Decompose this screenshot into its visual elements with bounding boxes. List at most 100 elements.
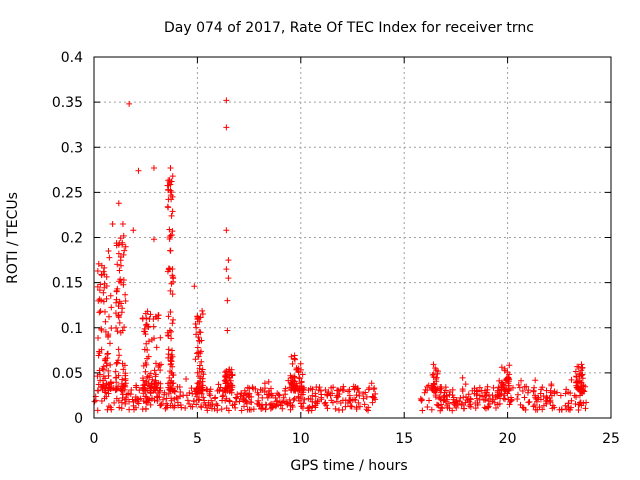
- data-point: [563, 386, 570, 393]
- data-point: [108, 406, 115, 413]
- data-point: [363, 393, 370, 400]
- data-point: [323, 402, 330, 409]
- data-point: [208, 397, 215, 404]
- data-point: [222, 376, 229, 383]
- data-point: [299, 371, 306, 378]
- data-point: [497, 395, 504, 402]
- data-point: [226, 366, 233, 373]
- data-point: [473, 391, 480, 398]
- data-point: [103, 283, 110, 290]
- data-point: [113, 386, 120, 393]
- data-point: [458, 400, 465, 407]
- data-point: [291, 395, 298, 402]
- data-point: [108, 304, 115, 311]
- data-point: [225, 257, 232, 264]
- data-point: [165, 313, 172, 320]
- data-point: [231, 401, 238, 408]
- data-point: [116, 298, 123, 305]
- data-point: [145, 397, 152, 404]
- data-point: [579, 371, 586, 378]
- data-point: [568, 397, 575, 404]
- data-point: [521, 383, 528, 390]
- data-point: [463, 393, 470, 400]
- data-point: [223, 124, 230, 131]
- data-point: [157, 380, 164, 387]
- data-point: [118, 380, 125, 387]
- data-point: [102, 375, 109, 382]
- data-point: [562, 402, 569, 409]
- data-point: [145, 380, 152, 387]
- data-point: [478, 387, 485, 394]
- data-point: [113, 296, 120, 303]
- data-point: [573, 373, 580, 380]
- data-point: [167, 181, 174, 188]
- data-point: [297, 360, 304, 367]
- data-point: [167, 308, 174, 315]
- data-point: [126, 406, 133, 413]
- data-point: [169, 291, 176, 298]
- data-point: [96, 309, 103, 316]
- data-point: [255, 397, 262, 404]
- data-point: [323, 391, 330, 398]
- data-point: [168, 358, 175, 365]
- data-point: [485, 397, 492, 404]
- data-point: [198, 358, 205, 365]
- data-point: [141, 325, 148, 332]
- data-point: [506, 401, 513, 408]
- data-point: [433, 401, 440, 408]
- data-point: [419, 407, 426, 414]
- data-point: [199, 307, 206, 314]
- data-point: [169, 228, 176, 235]
- x-tick-label: 15: [395, 431, 413, 447]
- data-point: [317, 387, 324, 394]
- data-point: [515, 381, 522, 388]
- data-point: [157, 387, 164, 394]
- data-point: [329, 399, 336, 406]
- data-point: [153, 393, 160, 400]
- data-point: [516, 384, 523, 391]
- data-point: [197, 314, 204, 321]
- data-point: [254, 400, 261, 407]
- data-point: [96, 287, 103, 294]
- data-point: [168, 212, 175, 219]
- data-point: [232, 394, 239, 401]
- data-point: [184, 397, 191, 404]
- data-point: [152, 371, 159, 378]
- data-point: [114, 261, 121, 268]
- y-tick-label: 0: [74, 411, 83, 427]
- data-point: [218, 406, 225, 413]
- data-point: [223, 97, 230, 104]
- data-point: [491, 399, 498, 406]
- data-point: [432, 394, 439, 401]
- data-point: [122, 400, 129, 407]
- data-point: [372, 390, 379, 397]
- data-point: [122, 297, 129, 304]
- data-point: [289, 360, 296, 367]
- data-point: [313, 384, 320, 391]
- data-point: [114, 359, 121, 366]
- data-point: [450, 394, 457, 401]
- data-point: [144, 373, 151, 380]
- data-point: [424, 403, 431, 410]
- data-point: [224, 297, 231, 304]
- data-point: [168, 351, 175, 358]
- data-point: [196, 379, 203, 386]
- data-point: [113, 324, 120, 331]
- data-point: [275, 391, 282, 398]
- data-point: [261, 380, 268, 387]
- data-point: [290, 396, 297, 403]
- data-point: [148, 380, 155, 387]
- data-point: [540, 402, 547, 409]
- data-point: [112, 368, 119, 375]
- data-point: [295, 368, 302, 375]
- data-point: [462, 399, 469, 406]
- data-point: [489, 392, 496, 399]
- data-point: [430, 361, 437, 368]
- data-point: [530, 388, 537, 395]
- data-point: [139, 315, 146, 322]
- data-point: [143, 321, 150, 328]
- data-point: [245, 393, 252, 400]
- data-point: [106, 384, 113, 391]
- data-point: [439, 405, 446, 412]
